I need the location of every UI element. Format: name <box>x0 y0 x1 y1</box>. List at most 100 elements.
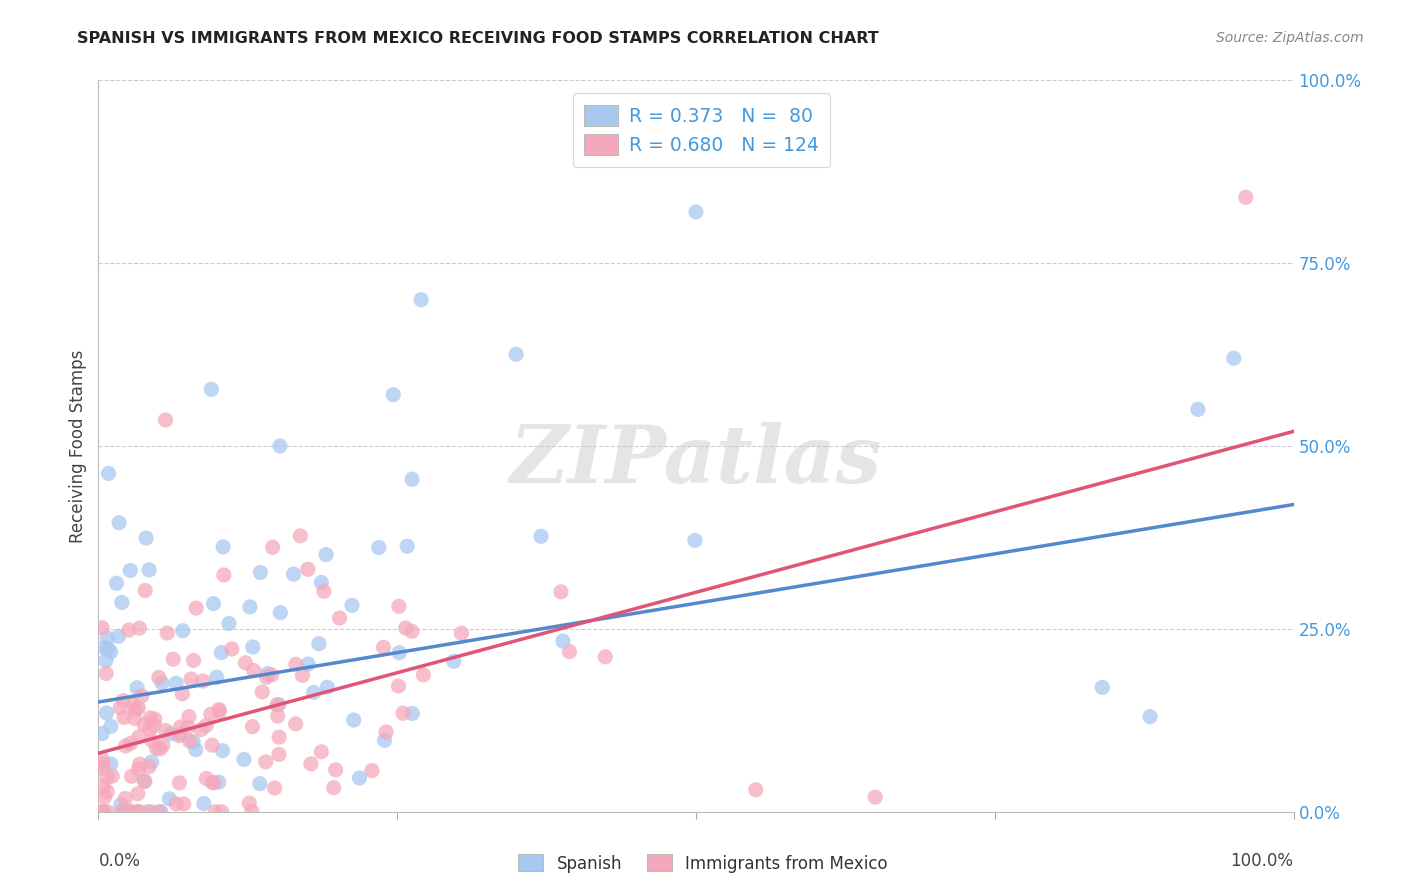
Point <box>865 790 887 805</box>
Point <box>235 656 257 670</box>
Point <box>329 611 352 625</box>
Point <box>297 657 319 671</box>
Point <box>443 654 465 668</box>
Point <box>186 601 208 615</box>
Point <box>124 711 146 725</box>
Point <box>107 629 129 643</box>
Point <box>114 791 136 805</box>
Point <box>179 734 201 748</box>
Point <box>128 762 150 776</box>
Point <box>745 782 768 797</box>
Point <box>143 712 166 726</box>
Point <box>262 541 284 555</box>
Point <box>202 775 225 789</box>
Point <box>412 668 434 682</box>
Point <box>149 742 172 756</box>
Point <box>183 653 205 667</box>
Point <box>308 637 330 651</box>
Point <box>208 775 231 789</box>
Point <box>284 657 307 672</box>
Point <box>110 700 132 714</box>
Point <box>114 739 136 753</box>
Point <box>139 722 162 736</box>
Point <box>139 805 162 819</box>
Point <box>97 467 120 481</box>
Point <box>172 687 194 701</box>
Point <box>100 756 122 771</box>
Point <box>683 533 706 548</box>
Point <box>128 805 150 819</box>
Point <box>382 387 405 401</box>
Point <box>127 701 149 715</box>
Point <box>269 606 291 620</box>
Point <box>150 676 173 690</box>
Point <box>180 672 202 686</box>
Point <box>101 769 124 783</box>
Point <box>131 689 153 703</box>
Point <box>267 698 290 712</box>
Point <box>143 718 166 732</box>
Point <box>162 652 184 666</box>
Point <box>201 775 224 789</box>
Point <box>128 757 150 772</box>
Point <box>374 733 396 747</box>
Point <box>91 761 114 775</box>
Point <box>249 777 271 791</box>
Point <box>111 804 134 818</box>
Point <box>165 676 187 690</box>
Point <box>134 774 156 789</box>
Point <box>96 706 118 720</box>
Point <box>238 796 260 810</box>
Point <box>263 780 285 795</box>
Point <box>550 585 572 599</box>
Point <box>124 703 146 717</box>
Point <box>91 805 114 819</box>
Point <box>211 805 233 819</box>
Point <box>148 805 170 819</box>
Point <box>91 805 114 819</box>
Point <box>311 575 333 590</box>
Point <box>128 730 150 744</box>
Point <box>134 717 156 731</box>
Y-axis label: Receiving Food Stamps: Receiving Food Stamps <box>69 350 87 542</box>
Point <box>312 584 335 599</box>
Point <box>100 719 122 733</box>
Point <box>177 720 200 734</box>
Point <box>195 718 218 732</box>
Text: ZIPatlas: ZIPatlas <box>510 422 882 500</box>
Point <box>93 640 115 655</box>
Point <box>191 673 214 688</box>
Point <box>239 599 262 614</box>
Point <box>127 681 149 695</box>
Point <box>505 347 527 361</box>
Point <box>401 706 423 721</box>
Point <box>173 797 195 811</box>
Point <box>96 666 118 681</box>
Point <box>195 772 218 786</box>
Point <box>94 653 117 667</box>
Point <box>311 745 333 759</box>
Point <box>349 771 371 785</box>
Point <box>169 720 191 734</box>
Point <box>340 599 363 613</box>
Point <box>155 413 177 427</box>
Point <box>299 756 322 771</box>
Point <box>114 805 136 819</box>
Point <box>208 705 231 719</box>
Point <box>96 785 118 799</box>
Point <box>212 540 235 554</box>
Point <box>148 670 170 684</box>
Point <box>208 702 231 716</box>
Point <box>205 670 228 684</box>
Point <box>190 723 212 737</box>
Point <box>240 805 263 819</box>
Point <box>91 726 114 740</box>
Point <box>1187 402 1209 417</box>
Point <box>551 634 574 648</box>
Legend: R = 0.373   N =  80, R = 0.680   N = 124: R = 0.373 N = 80, R = 0.680 N = 124 <box>572 94 830 167</box>
Point <box>136 805 159 819</box>
Legend: Spanish, Immigrants from Mexico: Spanish, Immigrants from Mexico <box>512 847 894 880</box>
Point <box>1223 351 1246 366</box>
Point <box>145 741 167 756</box>
Point <box>558 645 581 659</box>
